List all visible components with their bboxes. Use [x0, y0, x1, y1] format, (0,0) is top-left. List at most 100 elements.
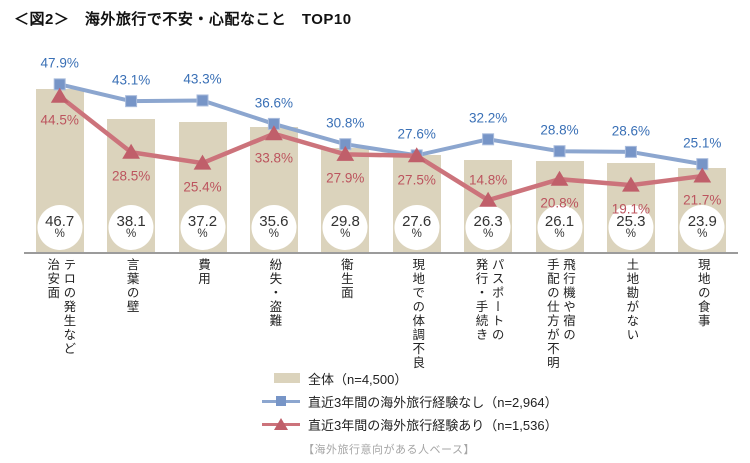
category-label-line: 言葉の壁 — [124, 258, 139, 314]
bar-value-unit: % — [268, 228, 279, 241]
category-label: 治安面 テロの発生など — [24, 258, 95, 378]
bar-value-circle: 29.8% — [322, 205, 368, 250]
triangle-marker-icon — [550, 170, 569, 186]
data-label: 47.9% — [40, 55, 79, 71]
bar-value-circle: 37.2% — [180, 205, 225, 250]
bar-value: 26.3 — [473, 212, 503, 230]
bar-value-unit: % — [411, 228, 422, 241]
bar-value: 46.7 — [45, 212, 75, 230]
legend-line-swatch-icon — [262, 417, 300, 431]
category-label-line: パスポートの — [489, 258, 504, 342]
category-label-line: 土地勘がない — [624, 258, 639, 342]
category-label: 費用 — [167, 258, 238, 378]
bar-value: 27.6 — [402, 212, 432, 230]
bar-value: 38.1 — [116, 212, 146, 230]
category-label: 衛生面 — [310, 258, 381, 378]
bar-value: 29.8 — [330, 212, 360, 230]
triangle-marker-icon — [693, 167, 712, 183]
bar-value-unit: % — [697, 228, 708, 241]
bar-value-unit: % — [125, 228, 137, 241]
bar-value-unit: % — [482, 228, 494, 241]
bar-value-circle: 23.9% — [679, 205, 725, 250]
category-label-line: 現地の食事 — [695, 258, 710, 328]
data-label: 28.8% — [540, 122, 579, 138]
bar: 38.1% — [107, 118, 156, 252]
category-label-line: 紛失・盗難 — [267, 258, 282, 328]
category-axis: 治安面 テロの発生など 言葉の壁 費用 紛失・盗難 衛生面 現地での体調不良 発行・手続き パス… — [24, 258, 738, 378]
category-label: 現地での体調不良 — [381, 258, 452, 378]
triangle-marker-icon — [336, 145, 355, 161]
series-line-triangle — [58, 94, 703, 203]
category-label-line: 発行・手続き — [473, 258, 488, 342]
series-line-square — [59, 82, 703, 167]
data-label: 43.3% — [183, 71, 222, 87]
data-label: 21.7% — [683, 192, 722, 208]
bar-value: 25.3 — [616, 212, 646, 230]
category-label: 現地の食事 — [667, 258, 738, 378]
square-marker-icon — [125, 95, 138, 108]
chart-title: ＜図2＞ 海外旅行で不安・心配なこと TOP10 — [14, 11, 352, 28]
data-label: 36.6% — [254, 95, 294, 111]
triangle-marker-icon — [50, 87, 69, 103]
line-series-layer — [50, 78, 712, 207]
triangle-marker-icon — [479, 191, 497, 207]
category-label: 紛失・盗難 — [238, 258, 309, 378]
square-marker-icon — [624, 145, 637, 158]
legend: 全体（n=4,500） 直近3年間の海外旅行経験なし（n=2,964） 直近3年間の… — [262, 370, 558, 439]
bar-value: 26.1 — [544, 212, 575, 230]
data-label: 14.8% — [468, 172, 508, 188]
square-marker-icon — [196, 94, 209, 107]
category-label-line: 現地での体調不良 — [410, 258, 425, 370]
data-label: 27.5% — [397, 172, 436, 188]
square-marker-icon — [482, 133, 495, 146]
data-label: 25.1% — [683, 135, 722, 151]
x-axis-line — [24, 252, 738, 254]
plot-area: 46.7% 38.1% 37.2% 35.6% 29.8% 27.6% 26.3% 26.1%… — [24, 55, 738, 252]
category-label-line: テロの発生など — [61, 258, 76, 356]
bar-value: 37.2 — [187, 212, 218, 230]
legend-item: 直近3年間の海外旅行経験なし（n=2,964） — [262, 393, 558, 410]
bar-value-unit: % — [625, 228, 636, 241]
bar: 46.7% — [35, 88, 84, 252]
bar-swatch-icon — [274, 373, 300, 383]
bar-value-unit: % — [554, 228, 565, 241]
bar-value-circle: 35.6% — [251, 205, 297, 250]
triangle-marker-icon — [274, 418, 288, 430]
legend-item: 全体（n=4,500） — [262, 370, 558, 387]
category-label-line: 治安面 — [45, 258, 60, 300]
triangle-marker-icon — [622, 176, 640, 192]
data-label: 27.6% — [397, 126, 436, 142]
category-label-line: 手配の仕方が不明 — [544, 258, 559, 370]
legend-item: 直近3年間の海外旅行経験あり（n=1,536） — [262, 416, 558, 433]
data-label: 19.1% — [611, 201, 651, 217]
bar-value-circle: 27.6% — [394, 205, 440, 250]
category-label-line: 飛行機や宿の — [561, 258, 576, 342]
data-label: 27.9% — [326, 170, 365, 186]
bar: 35.6% — [249, 127, 298, 252]
bar-value-unit: % — [54, 228, 65, 241]
data-label: 25.4% — [183, 179, 222, 195]
category-label: 手配の仕方が不明 飛行機や宿の — [524, 258, 595, 378]
data-label: 43.1% — [111, 72, 151, 88]
bar-value-unit: % — [340, 228, 351, 241]
data-label: 30.8% — [326, 115, 365, 131]
data-label: 28.6% — [611, 123, 651, 139]
data-label: 44.5% — [40, 112, 79, 128]
category-label: 言葉の壁 — [95, 258, 166, 378]
legend-bar-swatch-icon — [262, 371, 300, 385]
square-marker-icon — [276, 396, 286, 406]
bar-value: 23.9 — [687, 212, 717, 230]
data-label: 28.5% — [111, 168, 151, 184]
bar-value-circle: 38.1% — [108, 205, 154, 250]
triangle-marker-icon — [122, 143, 140, 159]
bar-value: 35.6 — [259, 212, 289, 230]
data-label: 32.2% — [468, 110, 508, 126]
bar-value-unit: % — [197, 228, 208, 241]
bar: 26.1% — [535, 160, 584, 252]
bar-value-circle: 26.3% — [465, 205, 511, 250]
data-label: 33.8% — [254, 150, 294, 166]
legend-label: 直近3年間の海外旅行経験あり（n=1,536） — [308, 417, 558, 433]
bar: 37.2% — [178, 121, 227, 252]
bar: 29.8% — [321, 147, 370, 252]
